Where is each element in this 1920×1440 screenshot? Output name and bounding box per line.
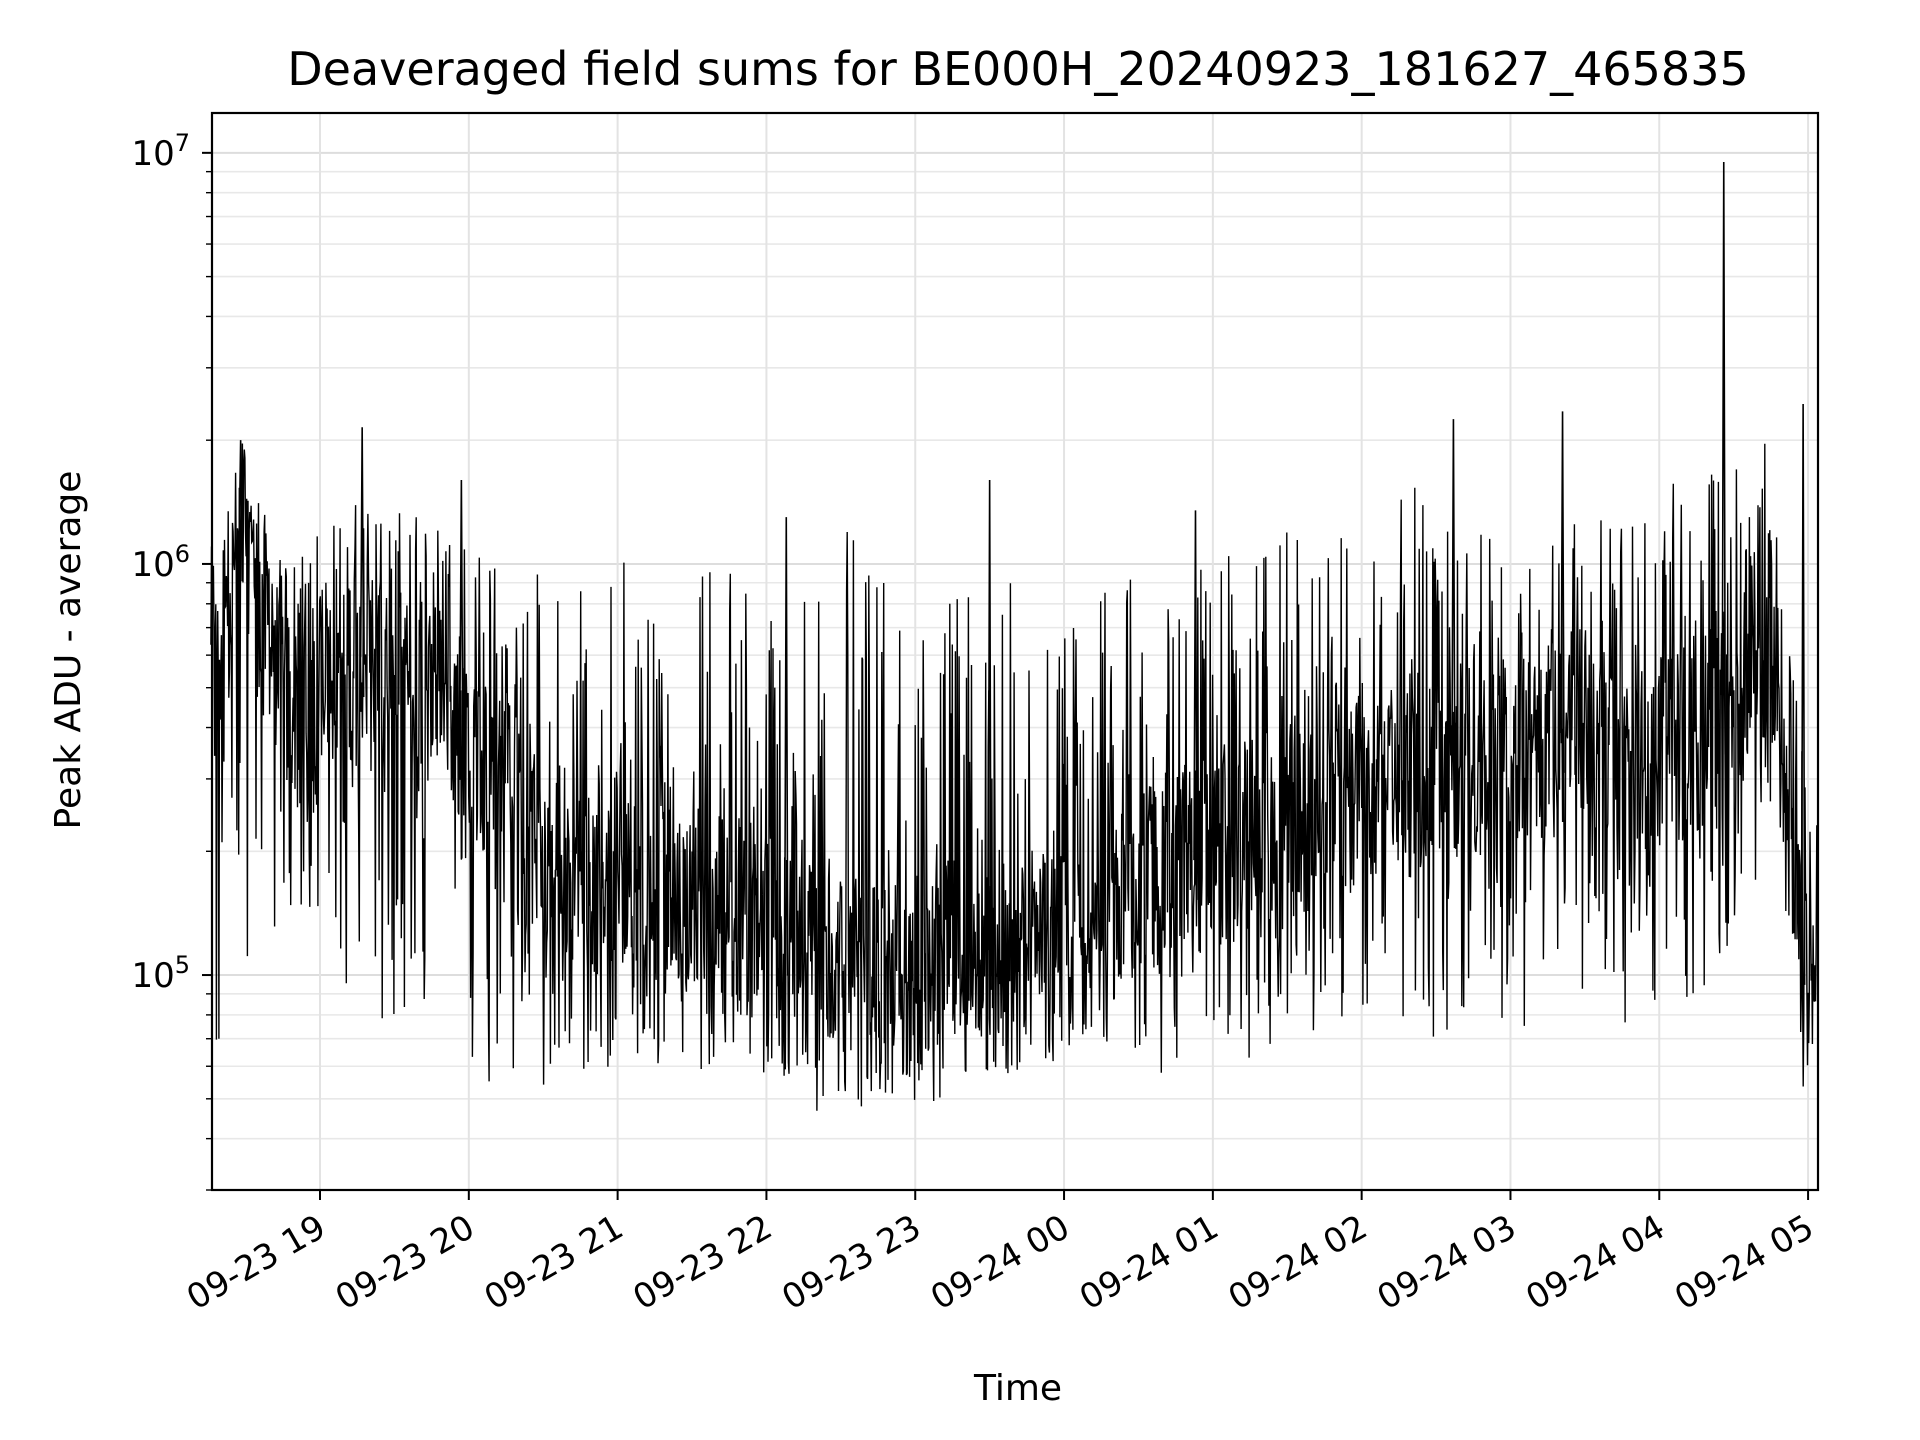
spike-mark: [1800, 403, 1806, 985]
spike-mark: [1560, 411, 1565, 773]
spike-mark: [1193, 510, 1198, 900]
chart-title: Deaveraged field sums for BE000H_2024092…: [287, 42, 1748, 96]
x-axis-label: Time: [973, 1368, 1062, 1409]
spike-mark: [987, 480, 992, 990]
y-tick-label: 107: [131, 129, 190, 174]
series-path: [210, 443, 1819, 1111]
y-tick-label: 105: [131, 951, 190, 996]
spike-mark: [1451, 419, 1456, 803]
spike-mark: [459, 480, 464, 760]
spike-mark: [359, 427, 365, 698]
plot-frame: [210, 111, 1820, 1192]
spike-mark: [1721, 161, 1727, 755]
spike-mark: [783, 517, 789, 976]
y-axis-label: Peak ADU - average: [48, 471, 89, 830]
y-tick-label: 106: [131, 540, 190, 585]
spike-mark: [238, 440, 243, 582]
series-line: [210, 161, 1819, 1111]
